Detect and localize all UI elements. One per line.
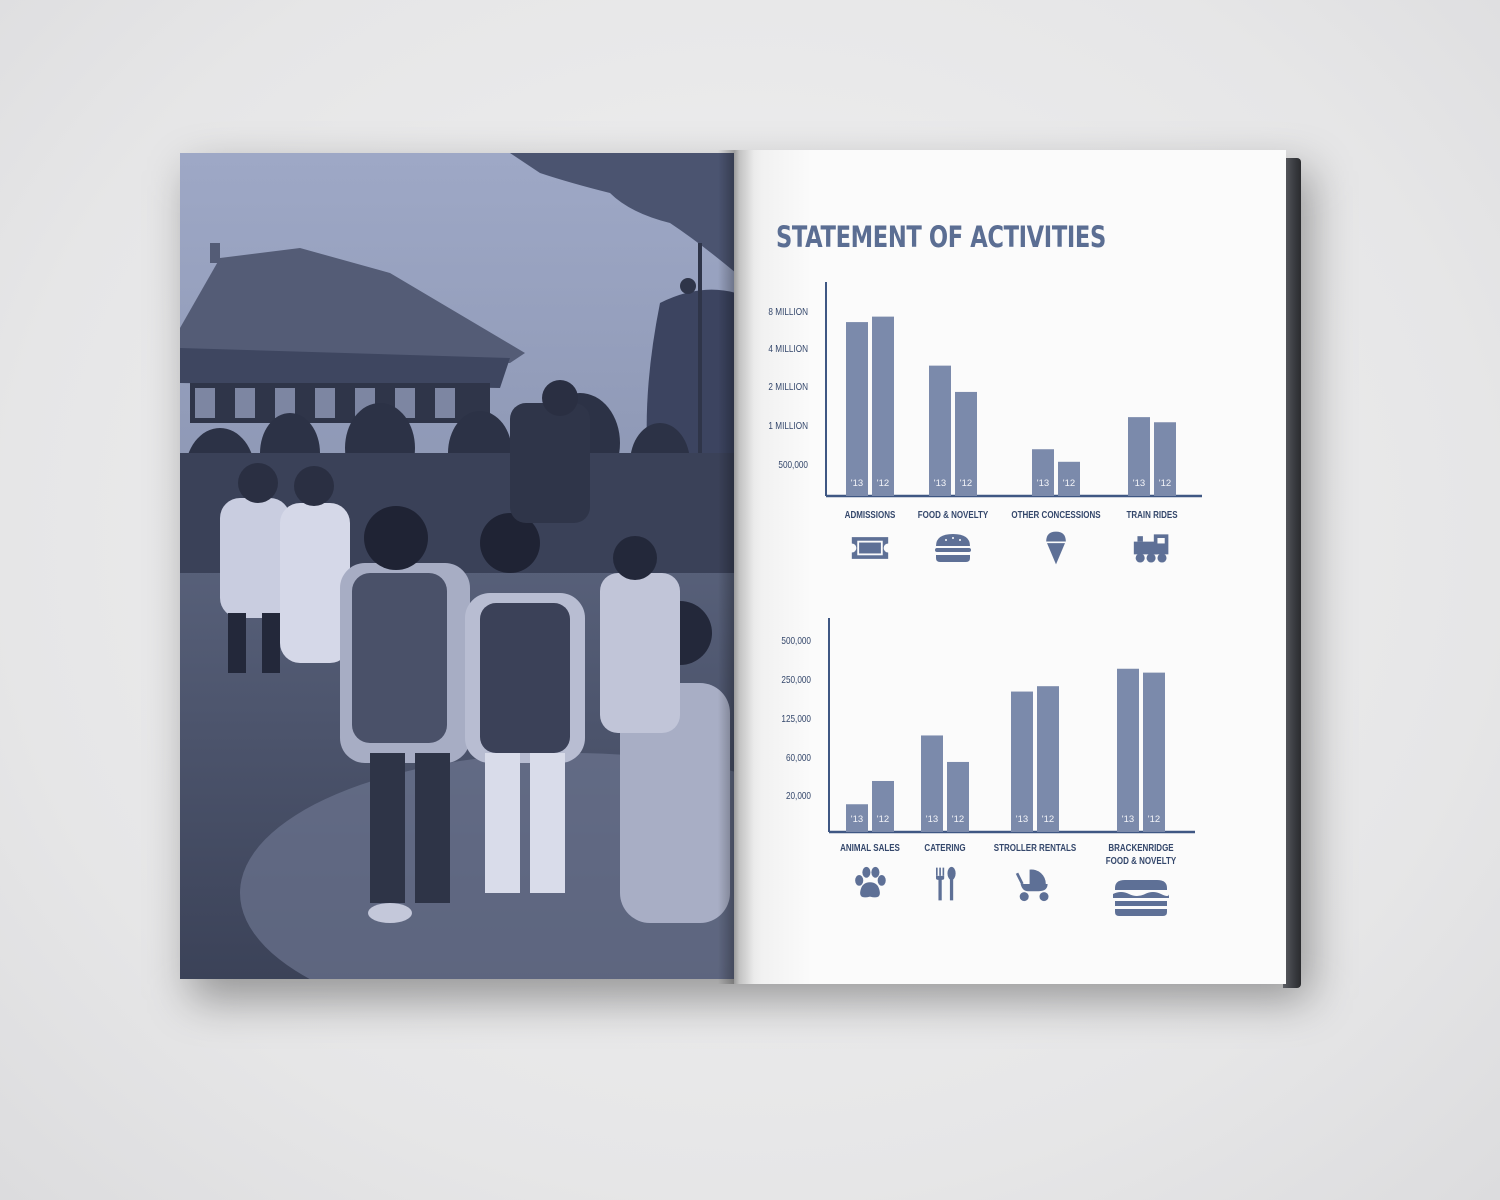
category-label: ADMISSIONS <box>845 509 896 520</box>
bar-label: '12 <box>877 478 889 489</box>
bar-label: '12 <box>877 814 889 825</box>
bar <box>1143 672 1165 832</box>
bar-label: '12 <box>1063 478 1075 489</box>
bar <box>846 804 868 832</box>
bar-label: '12 <box>1042 814 1054 825</box>
bar <box>1032 449 1054 496</box>
left-page-photo <box>180 153 736 979</box>
ice-cream-cone-icon <box>1046 531 1066 565</box>
category-label: OTHER CONCESSIONS <box>1011 509 1100 520</box>
crowd-photo <box>180 153 736 979</box>
bar-label: '13 <box>851 814 863 825</box>
book-page-edges <box>1283 158 1301 988</box>
bar-label: '13 <box>1122 814 1134 825</box>
bar <box>846 322 868 496</box>
y-tick-label: 2 MILLION <box>768 381 808 392</box>
children <box>220 380 730 923</box>
bar <box>1037 686 1059 832</box>
y-tick-label: 4 MILLION <box>768 343 808 354</box>
category-label: FOOD & NOVELTY <box>1106 855 1176 866</box>
bar-label: '13 <box>1133 478 1145 489</box>
bar <box>872 316 894 496</box>
bar-label: '13 <box>1037 478 1049 489</box>
bar <box>929 365 951 496</box>
category-label: FOOD & NOVELTY <box>918 509 988 520</box>
bar-label: '13 <box>934 478 946 489</box>
bar <box>1128 417 1150 496</box>
tree-canopy <box>510 153 736 273</box>
stroller-icon <box>1015 868 1050 902</box>
fork-and-spoon-icon <box>936 866 956 901</box>
bar <box>1117 668 1139 832</box>
y-tick-label: 250,000 <box>781 674 811 685</box>
bar <box>955 391 977 496</box>
page-title: STATEMENT OF ACTIVITIES <box>776 220 1106 254</box>
y-tick-label: 20,000 <box>786 790 811 801</box>
hamburger-icon <box>935 534 971 562</box>
y-tick-label: 500,000 <box>778 459 808 470</box>
bar <box>1154 422 1176 496</box>
category-label: ANIMAL SALES <box>840 842 900 853</box>
category-label: STROLLER RENTALS <box>994 842 1076 853</box>
bar <box>1058 461 1080 496</box>
bar-label: '12 <box>1159 478 1171 489</box>
bar-label: '13 <box>851 478 863 489</box>
train-icon <box>1133 534 1169 563</box>
bar <box>1011 691 1033 832</box>
category-label: TRAIN RIDES <box>1126 509 1177 520</box>
pavilion <box>180 243 525 423</box>
bar <box>947 761 969 832</box>
bar-label: '12 <box>1148 814 1160 825</box>
bar-label: '13 <box>926 814 938 825</box>
bar-label: '12 <box>952 814 964 825</box>
bar-label: '13 <box>1016 814 1028 825</box>
bar <box>872 780 894 832</box>
y-tick-label: 500,000 <box>781 635 811 646</box>
sandwich-icon <box>1113 880 1169 916</box>
bar <box>921 735 943 832</box>
lamp-post <box>698 243 702 463</box>
y-tick-label: 60,000 <box>786 752 811 763</box>
y-tick-label: 8 MILLION <box>768 306 808 317</box>
paw-print-icon <box>855 866 886 898</box>
ticket-icon <box>850 535 890 561</box>
y-tick-label: 1 MILLION <box>768 420 808 431</box>
category-label: BRACKENRIDGE <box>1108 842 1173 853</box>
y-tick-label: 125,000 <box>781 713 811 724</box>
category-label: CATERING <box>924 842 965 853</box>
bar-label: '12 <box>960 478 972 489</box>
